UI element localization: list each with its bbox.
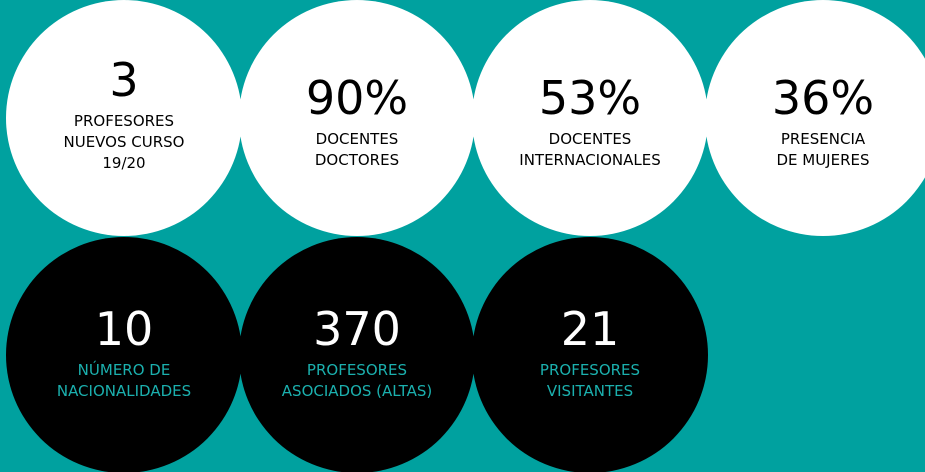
stat-circle <box>239 237 475 472</box>
stat-number: 3 <box>109 53 138 107</box>
stat-number: 36% <box>772 71 874 125</box>
stat-number: 53% <box>539 71 641 125</box>
stat-label: PRESENCIA <box>781 130 866 148</box>
stat-circle <box>6 237 242 472</box>
stat-label: DOCENTES <box>316 130 399 148</box>
stat-number: 21 <box>561 302 620 356</box>
stat-circle <box>6 0 242 236</box>
stat-label: INTERNACIONALES <box>519 151 660 169</box>
stat-circle <box>472 0 708 236</box>
stat-circle <box>705 0 925 236</box>
stat-circle <box>239 0 475 236</box>
stat-label: 19/20 <box>102 154 145 172</box>
stat-number: 370 <box>313 302 401 356</box>
stat-label: PROFESORES <box>307 361 407 379</box>
stat-number: 10 <box>95 302 154 356</box>
stat-label: PROFESORES <box>74 112 174 130</box>
stat-label: DOCTORES <box>315 151 399 169</box>
stat-number: 90% <box>306 71 408 125</box>
stat-label: NUEVOS CURSO <box>64 133 185 151</box>
stat-label: PROFESORES <box>540 361 640 379</box>
stat-label: NÚMERO DE <box>78 360 171 379</box>
stat-label: VISITANTES <box>547 382 633 400</box>
stat-label: NACIONALIDADES <box>57 382 191 400</box>
stat-circle <box>472 237 708 472</box>
stat-label: DOCENTES <box>549 130 632 148</box>
stat-label: DE MUJERES <box>776 151 869 169</box>
stat-label: ASOCIADOS (ALTAS) <box>282 382 432 400</box>
